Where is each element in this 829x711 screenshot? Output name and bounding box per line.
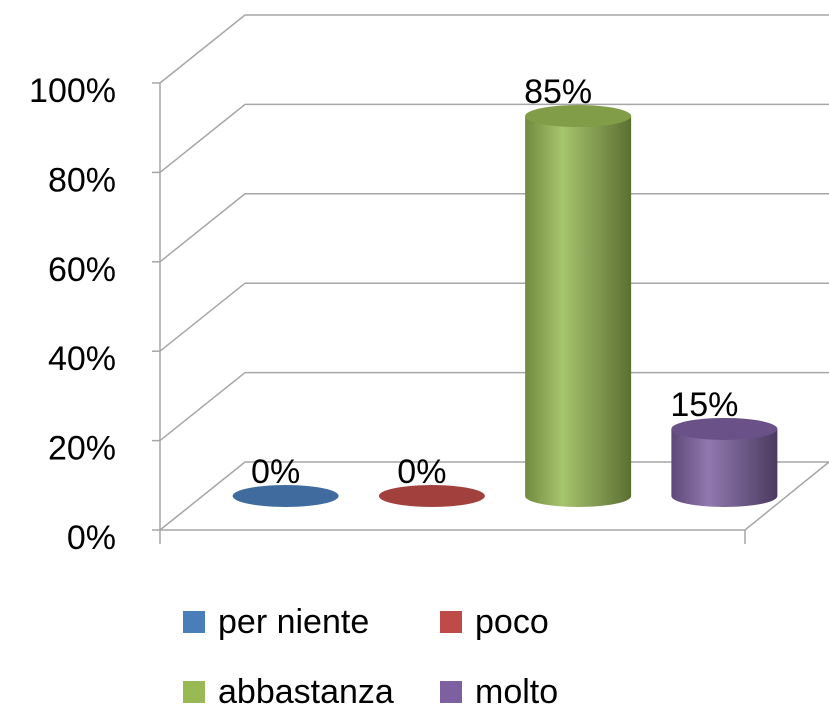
data-label: 85% bbox=[524, 73, 592, 111]
data-label: 0% bbox=[251, 453, 300, 491]
cylinder-top bbox=[232, 485, 339, 507]
cylinder bbox=[671, 417, 778, 508]
cylinder bbox=[378, 485, 485, 507]
grid-line bbox=[159, 103, 829, 173]
legend-label: abbastanza bbox=[218, 673, 394, 711]
cylinder-top bbox=[671, 417, 778, 440]
cylinder-body bbox=[525, 116, 632, 508]
grid-line bbox=[159, 461, 829, 531]
legend-label: molto bbox=[475, 673, 558, 711]
y-tick-label: 80% bbox=[48, 161, 116, 199]
cylinder-top bbox=[378, 485, 485, 507]
cylinder-body bbox=[671, 428, 778, 508]
grid-line bbox=[159, 282, 829, 352]
y-tick-label: 100% bbox=[29, 72, 116, 110]
cylinder bbox=[232, 485, 339, 507]
grid-line bbox=[159, 14, 829, 84]
cylinder bbox=[525, 105, 632, 508]
legend-swatch bbox=[183, 681, 205, 703]
y-tick-label: 20% bbox=[48, 430, 116, 468]
data-label: 15% bbox=[670, 386, 738, 424]
y-tick-label: 60% bbox=[48, 251, 116, 289]
grid-line bbox=[159, 193, 829, 263]
legend-label: per niente bbox=[218, 603, 369, 641]
y-tick-label: 0% bbox=[67, 519, 116, 557]
grid-line bbox=[159, 371, 829, 442]
legend-label: poco bbox=[475, 603, 549, 641]
y-tick-label: 40% bbox=[48, 340, 116, 378]
cylinder-top bbox=[525, 105, 632, 128]
data-label: 0% bbox=[397, 453, 446, 491]
legend-swatch bbox=[440, 611, 462, 633]
legend-swatch bbox=[440, 681, 462, 703]
legend-swatch bbox=[183, 611, 205, 633]
